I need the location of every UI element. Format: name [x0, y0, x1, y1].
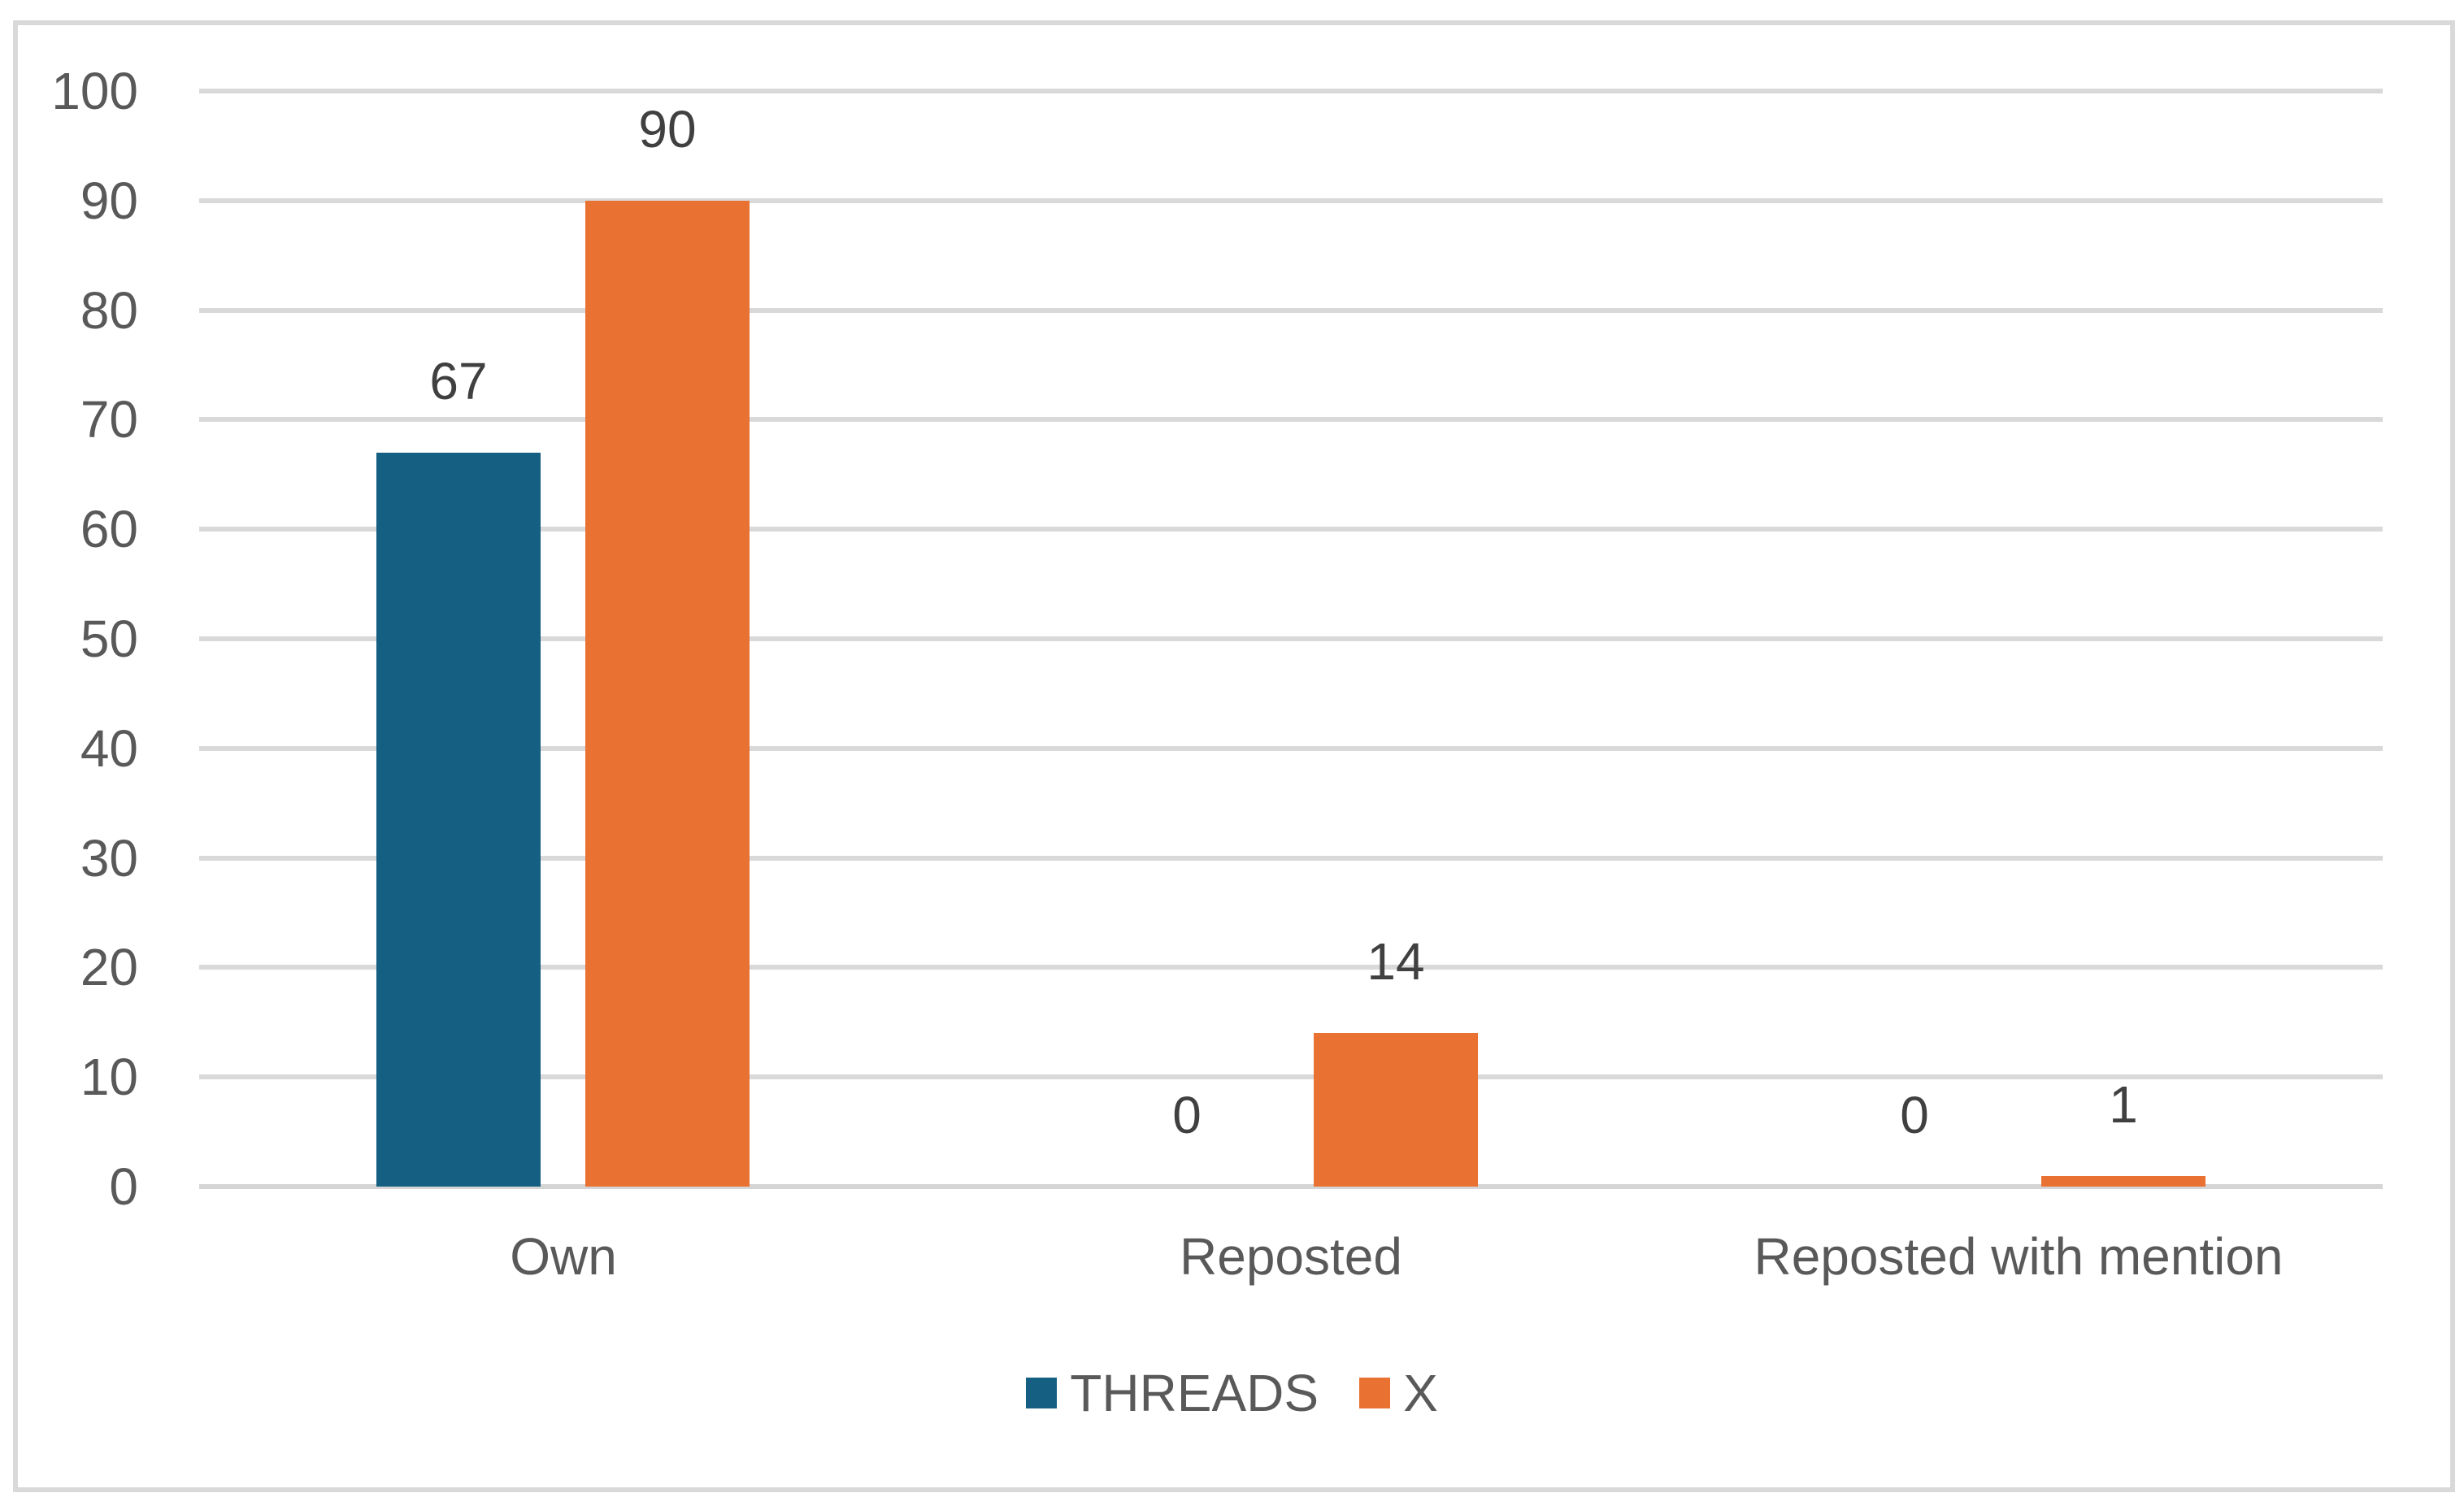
category-label-reposted: Reposted: [1180, 1227, 1402, 1286]
y-axis-tick-label-60: 60: [80, 500, 138, 558]
legend-item-threads: THREADS: [1026, 1367, 1319, 1419]
value-label-x-reposted-with-mention: 1: [2109, 1075, 2138, 1134]
y-axis-tick-label-90: 90: [80, 171, 138, 230]
y-axis-tick-label-50: 50: [80, 610, 138, 668]
gridline: [199, 527, 2383, 532]
y-axis-tick-label-80: 80: [80, 281, 138, 340]
value-label-threads-reposted: 0: [1172, 1086, 1202, 1144]
legend-swatch-x: [1359, 1378, 1391, 1408]
value-label-threads-own: 67: [429, 352, 488, 410]
gridline: [199, 198, 2383, 203]
gridline: [199, 856, 2383, 861]
y-axis-tick-label-30: 30: [80, 829, 138, 888]
legend-swatch-threads: [1026, 1378, 1058, 1408]
legend-label-threads: THREADS: [1070, 1364, 1319, 1422]
gridline: [199, 746, 2383, 751]
x-axis-line: [199, 1184, 2383, 1189]
gridline: [199, 417, 2383, 422]
bar-threads-own: [376, 453, 541, 1187]
y-axis-tick-label-10: 10: [80, 1048, 138, 1106]
bar-x-own: [585, 201, 750, 1187]
y-axis-tick-label-100: 100: [51, 62, 138, 120]
bar-x-reposted-with-mention: [2041, 1176, 2205, 1187]
legend-item-x: X: [1359, 1367, 1438, 1419]
gridline: [199, 1074, 2383, 1079]
value-label-threads-reposted-with-mention: 0: [1900, 1086, 1929, 1144]
gridline: [199, 965, 2383, 970]
plot-area: 67 90 0 14 0 1: [199, 89, 2383, 1189]
y-axis-tick-label-40: 40: [80, 719, 138, 778]
value-label-x-own: 90: [638, 100, 697, 158]
value-label-x-reposted: 14: [1367, 932, 1425, 991]
bar-x-reposted: [1314, 1033, 1478, 1187]
gridline: [199, 89, 2383, 93]
legend-label-x: X: [1403, 1364, 1438, 1422]
y-axis-tick-label-20: 20: [80, 938, 138, 996]
gridline: [199, 308, 2383, 313]
y-axis-tick-label-70: 70: [80, 390, 138, 449]
category-label-own: Own: [510, 1227, 617, 1286]
gridline: [199, 636, 2383, 641]
category-label-reposted-with-mention: Reposted with mention: [1753, 1227, 2284, 1286]
legend: THREADS X: [0, 1362, 2464, 1424]
y-axis-tick-label-0: 0: [109, 1157, 138, 1216]
